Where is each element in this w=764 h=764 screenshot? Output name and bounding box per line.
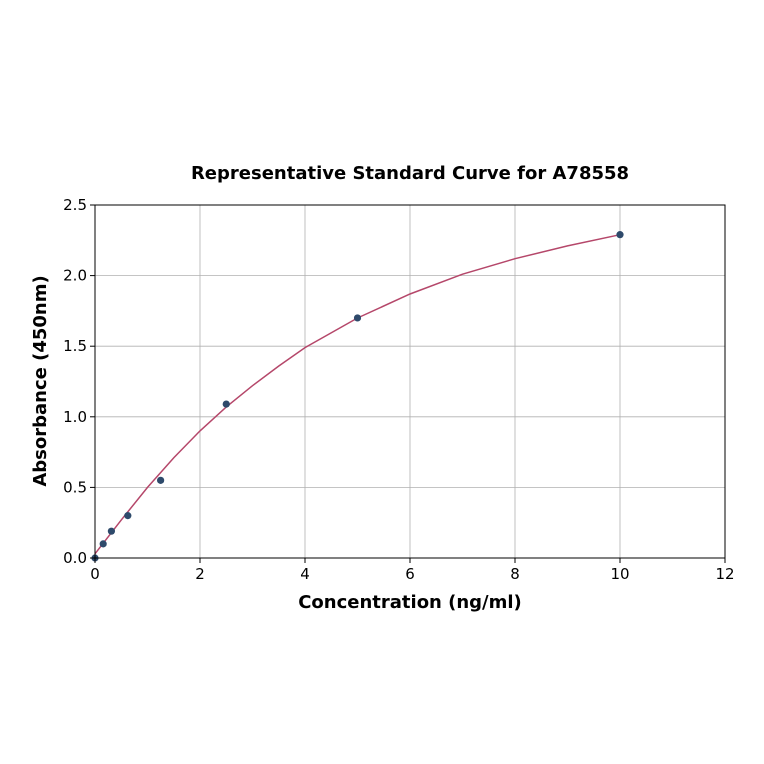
ticks: 0 2 4 6 8 10 12 0.0 0.5 1.0 1.5 2.0 2.5 [63,196,734,583]
data-points [91,231,624,562]
x-tick-label: 10 [610,565,629,583]
data-point [99,540,107,548]
y-tick-label: 0.5 [63,478,87,496]
y-tick-label: 0.0 [63,549,87,567]
data-point [222,400,230,408]
data-point [124,512,132,520]
y-tick-label: 2.5 [63,196,87,214]
chart-title: Representative Standard Curve for A78558 [191,163,629,184]
x-axis-label: Concentration (ng/ml) [298,592,522,613]
data-point [616,231,624,239]
x-tick-label: 2 [195,565,205,583]
x-tick-label: 4 [300,565,310,583]
y-tick-label: 1.5 [63,337,87,355]
x-tick-label: 8 [510,565,520,583]
data-point [107,527,116,535]
y-tick-label: 1.0 [63,408,87,426]
fit-curve [94,233,621,555]
y-axis-label: Absorbance (450nm) [30,275,51,486]
x-tick-label: 12 [715,565,734,583]
x-tick-label: 0 [90,565,100,583]
data-point [157,476,165,484]
x-tick-label: 6 [405,565,415,583]
data-point [353,314,362,322]
y-tick-label: 2.0 [63,267,87,285]
grid [94,204,726,559]
